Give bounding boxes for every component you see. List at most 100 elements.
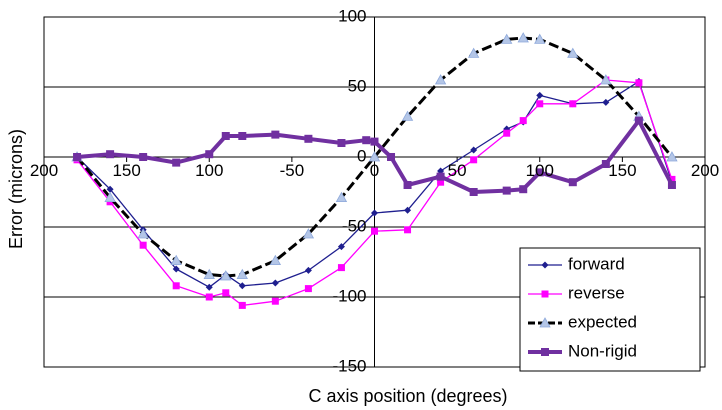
data-point-non-rigid [271, 130, 280, 139]
data-point-non-rigid [634, 116, 643, 125]
data-point-non-rigid [519, 185, 528, 194]
data-point-expected [501, 33, 513, 44]
data-point-reverse [304, 285, 312, 293]
data-point-forward [304, 266, 312, 274]
data-point-forward [238, 282, 246, 290]
legend-item-non-rigid: Non-rigid [528, 341, 637, 360]
y-tick-label: -100 [332, 286, 366, 305]
data-point-expected [600, 74, 612, 85]
x-tick-label: 50 [448, 161, 467, 180]
data-point-reverse [503, 129, 511, 137]
data-point-non-rigid [667, 181, 676, 189]
data-point-forward [172, 265, 180, 273]
legend-item-expected: expected [528, 312, 637, 331]
legend-marker-forward [541, 261, 549, 269]
data-point-non-rigid [535, 168, 544, 177]
data-point-reverse [569, 100, 577, 108]
data-point-expected [137, 228, 149, 239]
x-tick-label: 100 [526, 161, 554, 180]
data-point-expected [236, 268, 248, 280]
legend-layer: forward reverse expected Non-rigid [519, 247, 701, 372]
y-axis-title: Error (microns) [6, 129, 26, 249]
data-point-expected [567, 47, 579, 58]
legend-label-expected: expected [568, 312, 637, 331]
data-point-expected [534, 33, 546, 44]
data-point-forward [470, 146, 478, 154]
data-point-reverse [172, 282, 180, 290]
data-point-non-rigid [502, 186, 511, 195]
data-point-forward [337, 243, 345, 251]
data-point-expected [666, 151, 678, 162]
data-point-reverse [205, 293, 213, 301]
data-point-reverse [222, 289, 230, 297]
data-point-reverse [536, 100, 544, 108]
y-tick-label: 50 [348, 76, 367, 95]
legend-marker-expected [539, 317, 551, 328]
data-point-forward [371, 209, 378, 217]
data-point-expected [517, 32, 529, 43]
data-point-forward [106, 185, 114, 193]
data-point-reverse [337, 264, 345, 272]
data-point-expected [434, 74, 447, 85]
data-point-non-rigid [238, 132, 247, 140]
data-point-expected [467, 47, 480, 58]
x-tick-label: 150 [608, 161, 636, 180]
legend-label-forward: forward [568, 254, 625, 273]
y-tick-label: 0 [357, 146, 366, 165]
x-tick-label: 0 [370, 161, 379, 180]
data-point-non-rigid [221, 132, 230, 140]
data-point-non-rigid [568, 178, 577, 187]
data-point-reverse [404, 226, 412, 234]
data-point-reverse [238, 301, 246, 309]
legend-item-forward: forward [528, 254, 625, 273]
data-point-forward [205, 283, 213, 291]
series-expected [71, 32, 678, 281]
data-point-reverse [635, 79, 643, 87]
data-point-reverse [139, 241, 147, 249]
y-tick-label: -150 [332, 356, 366, 375]
x-tick-label: 100 [195, 161, 223, 180]
legend-marker-non-rigid [541, 348, 549, 356]
data-point-expected [220, 270, 232, 281]
series-reverse [73, 76, 676, 309]
data-point-non-rigid [172, 158, 181, 167]
data-point-expected [104, 191, 116, 203]
data-point-non-rigid [139, 153, 148, 161]
series-layer [71, 32, 678, 309]
legend-item-reverse: reverse [528, 283, 625, 302]
data-point-reverse [519, 117, 527, 125]
data-point-expected [335, 191, 348, 203]
data-point-expected [269, 254, 282, 266]
data-point-reverse [668, 175, 676, 183]
data-point-non-rigid [337, 139, 346, 147]
y-tick-label: -50 [342, 216, 367, 235]
x-tick-label: 200 [691, 161, 719, 180]
data-point-non-rigid [362, 136, 371, 145]
data-point-expected [302, 228, 315, 239]
data-point-reverse [470, 156, 478, 164]
series-non-rigid [73, 116, 676, 196]
data-point-reverse [271, 297, 279, 305]
legend-marker-reverse [541, 290, 549, 298]
data-point-expected [401, 110, 414, 121]
x-tick-label: 200 [30, 161, 58, 180]
data-point-expected [203, 268, 215, 280]
data-point-forward [404, 206, 412, 214]
data-point-non-rigid [387, 153, 396, 161]
data-point-non-rigid [403, 181, 412, 189]
data-point-non-rigid [469, 188, 478, 196]
data-point-expected [170, 254, 182, 266]
legend-label-non-rigid: Non-rigid [568, 341, 637, 360]
y-tick-label: 100 [338, 6, 366, 25]
label-layer: 200 150 100 -50 0 50 100 150 200 -150 -100 -50 0 50 10… [30, 6, 719, 375]
data-point-reverse [437, 178, 445, 186]
data-point-non-rigid [304, 134, 313, 143]
x-tick-label: 150 [112, 161, 140, 180]
data-point-non-rigid [436, 172, 445, 181]
data-point-forward [271, 279, 279, 287]
data-point-non-rigid [205, 150, 214, 159]
legend-label-reverse: reverse [568, 283, 625, 302]
data-point-expected [368, 151, 381, 162]
